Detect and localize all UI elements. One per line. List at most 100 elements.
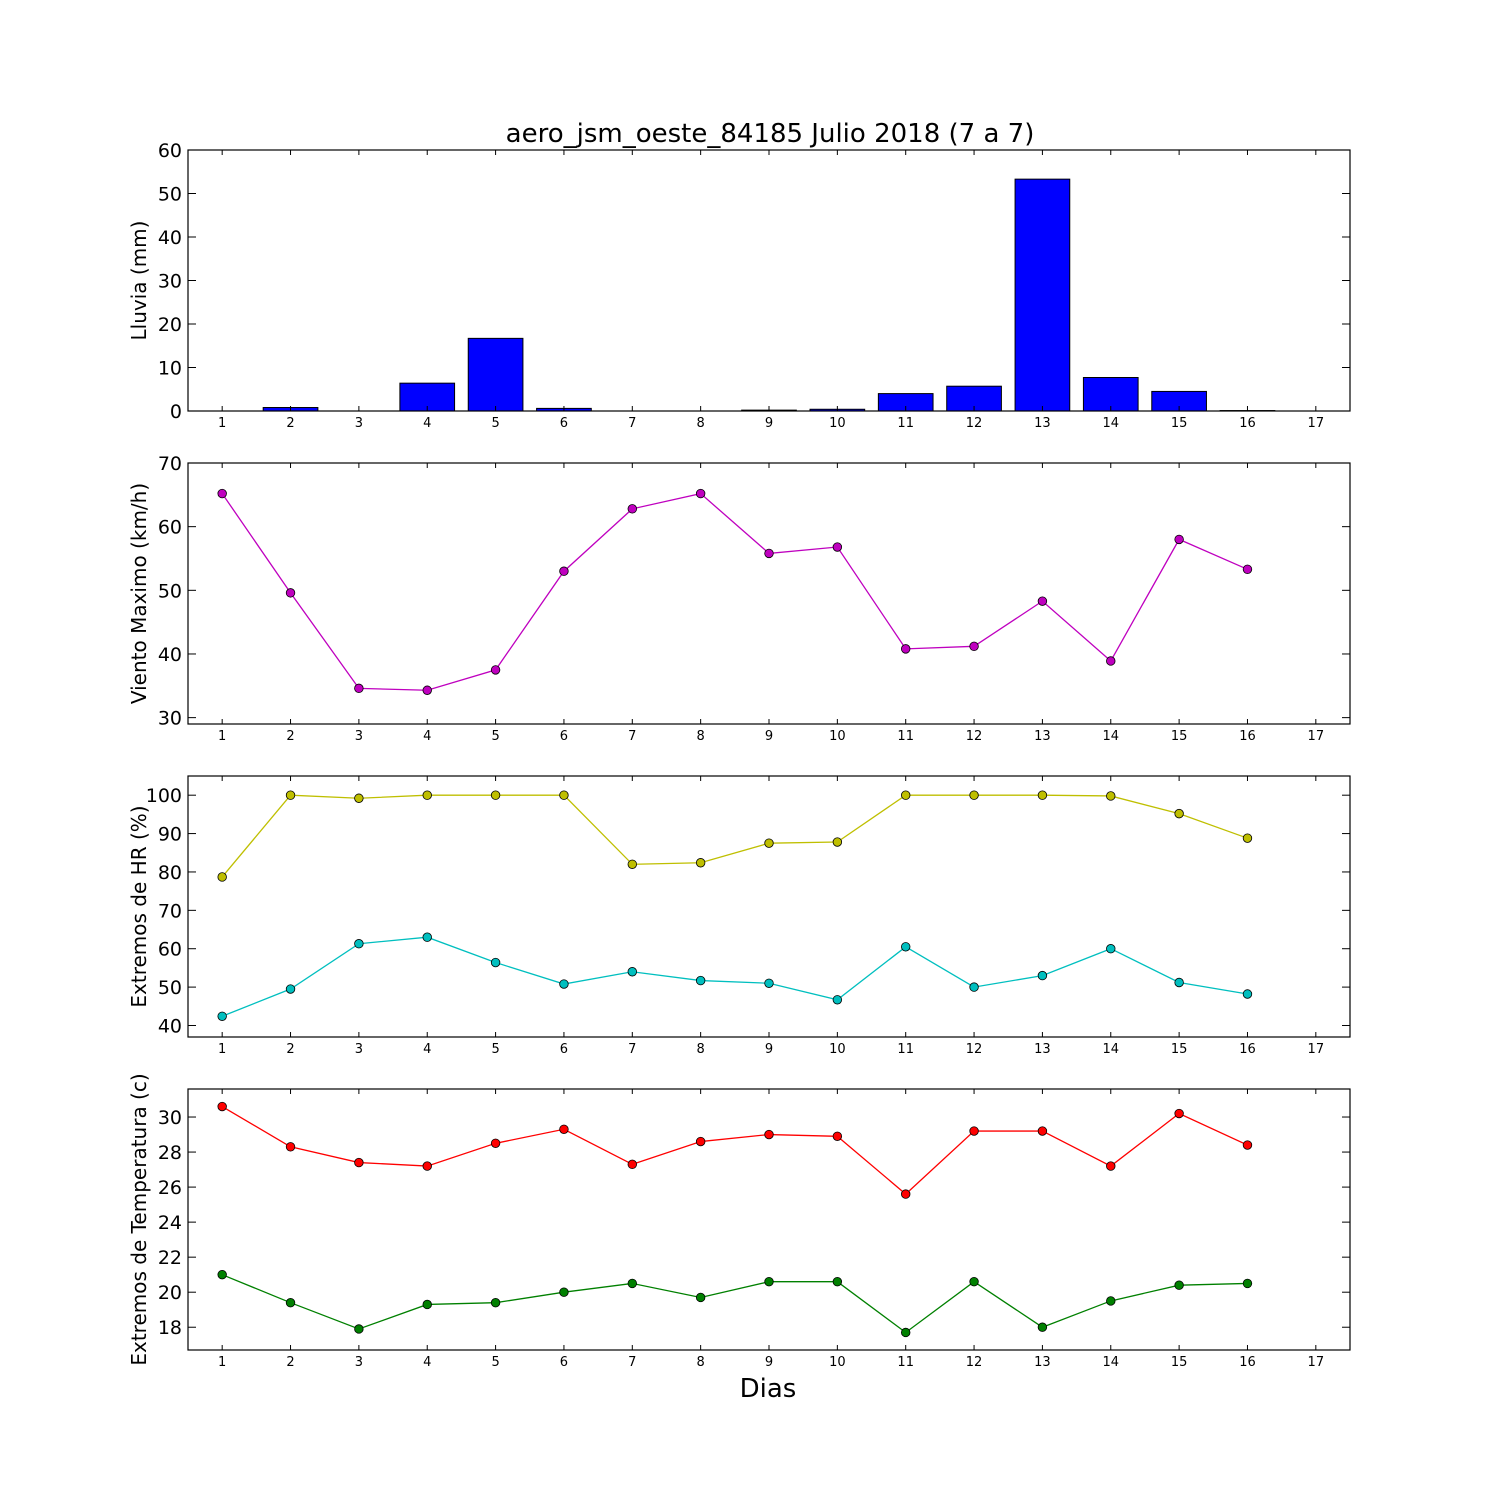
series-2-point-1 (217, 1269, 227, 1280)
x-tick-label: 4 (423, 1042, 431, 1057)
axes-frame (187, 149, 1351, 412)
x-tick-label: 5 (491, 1042, 499, 1057)
x-tick-label: 13 (1034, 416, 1051, 431)
series-1-point-1 (217, 872, 227, 882)
x-tick-label: 7 (628, 1042, 636, 1057)
x-tick-label: 12 (966, 1355, 983, 1370)
panel-1: 1 2 3 4 5 6 7 8 9 10 11 12 13 14 15 16 170102030405060Ll… (127, 140, 1351, 431)
x-tick-label: 12 (966, 416, 983, 431)
y-tick-label: 90 (158, 824, 182, 846)
x-tick-label: 15 (1171, 416, 1188, 431)
series-1-point-11 (901, 1189, 911, 1199)
series-2-point-15 (1174, 977, 1184, 988)
series-2-point-4 (422, 1299, 432, 1310)
x-tick-label: 2 (286, 729, 294, 744)
series-1-point-16 (1242, 564, 1253, 575)
x-tick-label: 17 (1308, 1042, 1325, 1057)
x-tick-label: 14 (1102, 416, 1119, 431)
x-tick-label: 15 (1171, 1355, 1188, 1370)
series-1-point-6 (559, 1124, 569, 1134)
series-1-point-11 (901, 644, 911, 654)
y-tick-label: 50 (158, 580, 182, 602)
x-tick-label: 10 (829, 729, 846, 744)
series-2-point-4 (422, 932, 432, 942)
series-1-line (221, 794, 1248, 878)
x-tick-label: 1 (218, 1042, 226, 1057)
series-1-point-12 (969, 790, 979, 800)
x-tick-label: 14 (1102, 1042, 1119, 1057)
y-tick-label: 20 (158, 314, 182, 336)
series-2-point-10 (832, 1276, 843, 1287)
x-tick-label: 17 (1308, 416, 1325, 431)
series-2-point-11 (901, 942, 911, 952)
x-tick-label: 7 (628, 1355, 636, 1370)
series-1-point-5 (490, 790, 501, 800)
x-tick-label: 3 (355, 729, 363, 744)
x-tick-label: 4 (423, 1355, 431, 1370)
x-tick-label: 17 (1308, 1355, 1325, 1370)
x-axis-label: Dias (740, 1374, 797, 1404)
series-1-point-16 (1242, 1140, 1253, 1150)
x-tick-label: 1 (218, 1355, 226, 1370)
series-2-point-3 (354, 1324, 364, 1334)
series-1-point-14 (1106, 791, 1116, 801)
y-tick-label: 24 (158, 1212, 182, 1234)
x-tick-label: 5 (491, 416, 499, 431)
x-tick-label: 14 (1102, 1355, 1119, 1370)
series-1-point-4 (422, 1161, 432, 1171)
series-1-point-8 (695, 488, 706, 499)
x-tick-label: 2 (286, 416, 294, 431)
x-tick-label: 6 (560, 1355, 568, 1370)
panels: 1 2 3 4 5 6 7 8 9 10 11 12 13 14 15 16 170102030405060Ll… (127, 140, 1351, 1370)
series-2-point-15 (1174, 1280, 1184, 1290)
x-tick-label: 11 (897, 416, 914, 431)
y-tick-label: 30 (158, 1107, 182, 1129)
y-tick-label: 60 (158, 939, 182, 961)
x-tick-label: 8 (697, 416, 705, 431)
series-2-point-2 (285, 984, 296, 994)
series-1-point-10 (832, 837, 843, 847)
x-tick-label: 5 (491, 729, 499, 744)
x-tick-label: 3 (355, 1355, 363, 1370)
x-tick-label: 8 (697, 1042, 705, 1057)
series-1-point-15 (1174, 808, 1184, 819)
x-tick-label: 1 (218, 416, 226, 431)
x-tick-label: 5 (491, 1355, 499, 1370)
x-tick-label: 12 (966, 729, 983, 744)
series-2-point-13 (1037, 1322, 1048, 1332)
x-tick-label: 7 (628, 729, 636, 744)
series-2-point-5 (490, 1298, 501, 1308)
y-tick-label: 28 (158, 1142, 182, 1164)
panel-2: 1 2 3 4 5 6 7 8 9 10 11 12 13 14 15 16 173040506070Vient… (127, 453, 1351, 744)
y-axis-label: Extremos de Temperatura (c) (127, 1073, 151, 1365)
x-tick-label: 11 (897, 1355, 914, 1370)
series-1-point-8 (695, 1136, 706, 1147)
series-2-line (221, 936, 1248, 1017)
series-1-point-7 (627, 504, 637, 514)
series-1-point-5 (490, 665, 501, 675)
series-1-point-8 (695, 858, 706, 868)
series-2-point-2 (285, 1298, 296, 1308)
x-tick-label: 9 (765, 1042, 773, 1057)
series-1-line (221, 1105, 1248, 1195)
y-tick-label: 100 (146, 785, 182, 807)
y-tick-label: 40 (158, 227, 182, 249)
x-tick-label: 16 (1239, 729, 1256, 744)
series-2-point-8 (695, 975, 706, 986)
x-tick-label: 6 (560, 1042, 568, 1057)
y-tick-label: 50 (158, 977, 182, 999)
y-tick-label: 80 (158, 862, 182, 884)
series-1-point-3 (354, 793, 364, 803)
x-tick-label: 14 (1102, 729, 1119, 744)
y-tick-label: 60 (158, 140, 182, 162)
series-1-point-2 (285, 588, 296, 598)
x-tick-label: 9 (765, 729, 773, 744)
series-1-point-6 (559, 566, 569, 576)
y-tick-label: 40 (158, 644, 182, 666)
series-1-point-13 (1037, 1126, 1048, 1136)
series-1-point-3 (354, 1157, 364, 1168)
series-2-point-12 (969, 982, 979, 992)
x-tick-label: 3 (355, 1042, 363, 1057)
y-tick-label: 50 (158, 184, 182, 206)
